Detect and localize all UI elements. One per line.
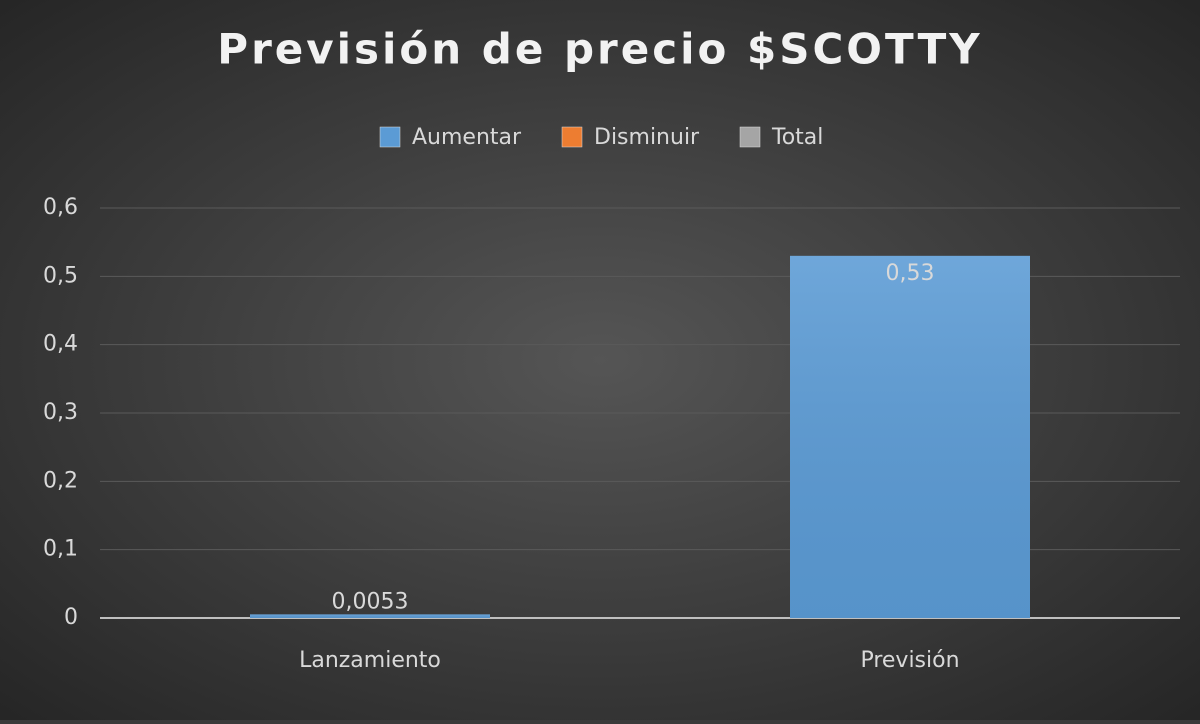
chart-title: Previsión de precio $SCOTTY: [217, 25, 982, 74]
legend-label: Total: [771, 125, 823, 150]
bar-sheen: [790, 255, 1030, 619]
legend-swatch: [739, 126, 761, 148]
y-tick-label: 0,1: [43, 537, 78, 562]
value-label: 0,0053: [332, 589, 409, 614]
y-tick-label: 0,2: [43, 468, 78, 493]
y-tick-label: 0,3: [43, 400, 78, 425]
y-tick-label: 0,5: [43, 263, 78, 288]
legend-swatch: [561, 126, 583, 148]
value-label: 0,53: [886, 261, 935, 286]
legend-label: Disminuir: [594, 125, 700, 150]
legend-swatch: [379, 126, 401, 148]
y-tick-label: 0,6: [43, 195, 78, 220]
bar-sheen: [250, 614, 490, 618]
x-tick-label: Lanzamiento: [299, 648, 441, 673]
y-tick-label: 0: [64, 605, 78, 630]
x-tick-label: Previsión: [860, 648, 959, 673]
y-tick-label: 0,4: [43, 332, 78, 357]
legend-label: Aumentar: [412, 125, 522, 150]
